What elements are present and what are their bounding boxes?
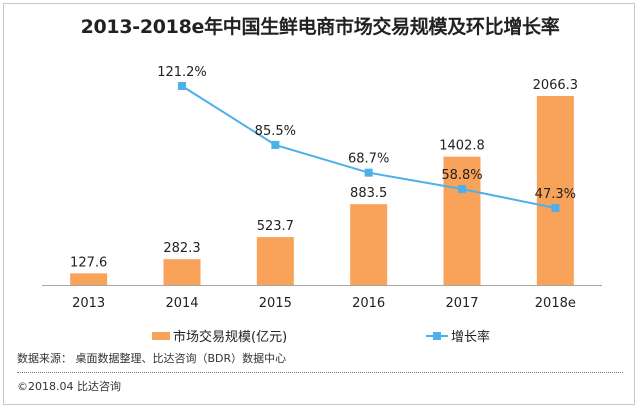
- growth-rate-label: 47.3%: [535, 187, 576, 202]
- x-tick-label: 2013: [72, 296, 105, 311]
- bar-2016: [350, 204, 388, 285]
- chart-title: 2013-2018e年中国生鲜电商市场交易规模及环比增长率: [80, 16, 560, 38]
- legend-item-market-size: 市场交易规模(亿元): [152, 326, 287, 345]
- x-tick-label: 2018e: [535, 296, 576, 311]
- growth-rate-marker: [271, 140, 280, 149]
- x-tick-label: 2014: [165, 296, 198, 311]
- bar-value-label: 1402.8: [439, 139, 485, 154]
- bar-value-label: 523.7: [257, 219, 294, 234]
- bar-2017: [443, 156, 481, 285]
- chart-frame: [3, 3, 635, 405]
- growth-rate-marker: [178, 82, 186, 90]
- growth-rate-label: 68.7%: [348, 152, 389, 167]
- growth-rate-marker: [551, 204, 560, 212]
- data-source-note: 数据来源： 桌面数据整理、比达咨询（BDR）数据中心: [17, 352, 287, 365]
- bar-2014: [163, 259, 201, 285]
- x-tick-label: 2017: [445, 296, 478, 311]
- growth-rate-label: 121.2%: [157, 65, 207, 80]
- bar-2018e: [536, 96, 574, 285]
- legend-item-growth-rate: 增长率: [426, 326, 490, 345]
- chart-legend: 市场交易规模(亿元) 增长率: [0, 326, 640, 346]
- legend-line-swatch: [426, 331, 448, 340]
- bar-value-label: 127.6: [70, 255, 107, 270]
- legend-label-market-size: 市场交易规模(亿元): [173, 330, 288, 345]
- legend-bar-swatch: [152, 331, 170, 340]
- growth-rate-label: 85.5%: [255, 124, 296, 139]
- legend-label-growth-rate: 增长率: [451, 330, 491, 345]
- growth-rate-label: 58.8%: [441, 168, 482, 183]
- bar-value-label: 2066.3: [533, 78, 579, 93]
- growth-rate-marker: [458, 185, 466, 194]
- bar-value-label: 282.3: [163, 241, 200, 256]
- x-tick-label: 2016: [352, 296, 385, 311]
- bar-2013: [70, 273, 108, 285]
- x-tick-label: 2015: [259, 296, 292, 311]
- growth-rate-marker: [364, 168, 373, 177]
- copyright-note: ©2018.04 比达咨询: [17, 380, 121, 393]
- bar-2015: [256, 237, 294, 285]
- footer-divider: [17, 372, 623, 373]
- bar-value-label: 883.5: [350, 186, 387, 201]
